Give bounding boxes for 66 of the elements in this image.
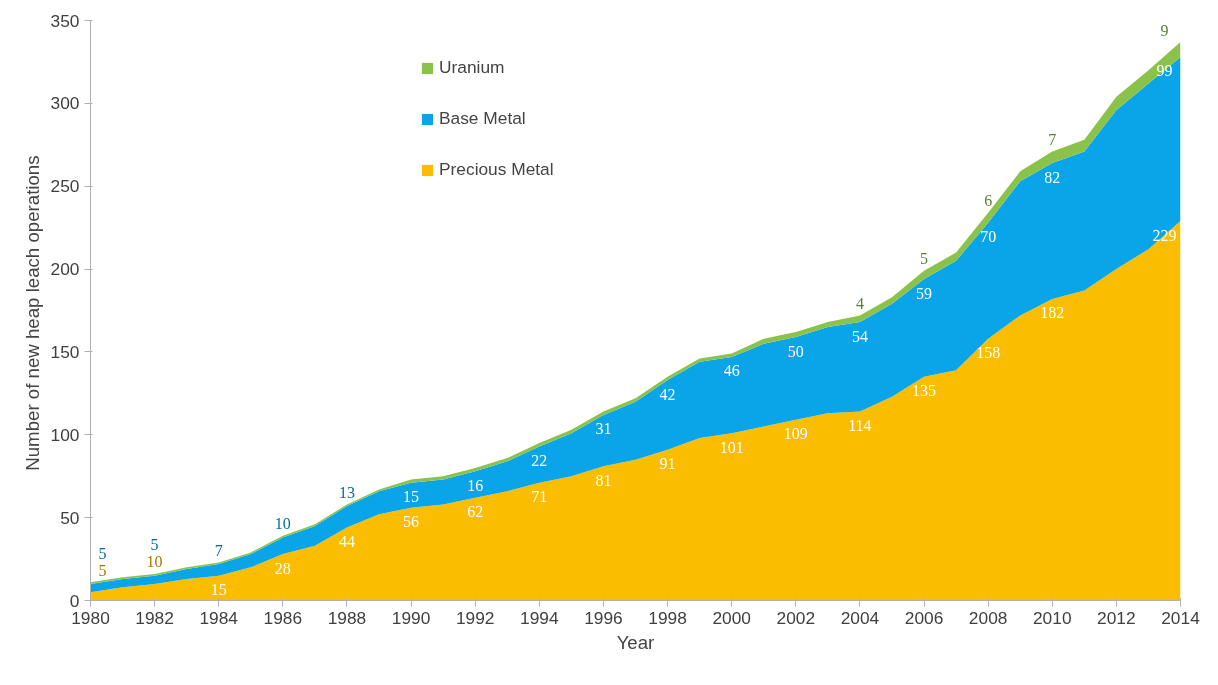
data-label: 82 — [1044, 168, 1061, 186]
data-label: 13 — [338, 483, 355, 501]
data-label: 5 — [150, 536, 159, 554]
x-tick-label: 2000 — [712, 607, 751, 628]
data-label: 50 — [787, 342, 804, 360]
data-label: 15 — [403, 488, 420, 506]
x-tick-label: 2006 — [904, 607, 944, 628]
y-tick-label: 250 — [50, 176, 80, 197]
data-label: 15 — [210, 581, 227, 599]
x-tick-label: 2002 — [776, 607, 816, 628]
x-tick-label: 1994 — [520, 607, 559, 628]
data-label: 70 — [980, 228, 997, 246]
data-label: 10 — [146, 553, 163, 571]
data-label: 81 — [595, 471, 612, 489]
y-axis-title: Number of new heap leach operations — [21, 155, 43, 471]
data-label: 182 — [1040, 304, 1065, 322]
data-label: 42 — [659, 385, 676, 403]
data-label: 114 — [848, 417, 872, 435]
data-label: 62 — [467, 503, 484, 521]
x-tick-label: 1988 — [327, 607, 367, 628]
data-label: 4 — [855, 294, 864, 312]
data-label: 44 — [338, 533, 355, 551]
x-tick-label: 2012 — [1097, 607, 1136, 628]
data-label: 7 — [1048, 130, 1057, 148]
data-label: 7 — [214, 541, 223, 559]
data-label: 71 — [531, 488, 548, 506]
legend-label: Precious Metal — [439, 159, 554, 180]
data-label: 158 — [976, 344, 1001, 362]
data-label: 31 — [595, 420, 612, 438]
data-label: 5 — [920, 250, 929, 268]
data-label: 56 — [403, 513, 420, 531]
data-label: 10 — [274, 515, 291, 533]
data-label: 5 — [98, 561, 107, 579]
data-label: 28 — [274, 559, 291, 577]
x-tick-label: 1986 — [263, 607, 303, 628]
y-tick-label: 100 — [50, 424, 80, 445]
data-label: 16 — [467, 476, 484, 494]
legend-label: Base Metal — [439, 108, 526, 129]
data-label: 59 — [916, 284, 933, 302]
y-tick-label: 300 — [50, 93, 80, 114]
data-label: 135 — [912, 382, 937, 400]
data-label: 101 — [719, 438, 744, 456]
x-tick-label: 1982 — [135, 607, 174, 628]
data-label: 46 — [723, 362, 740, 380]
legend-label: Uranium — [439, 57, 505, 78]
x-tick-label: 1984 — [199, 607, 239, 628]
x-tick-label: 1992 — [455, 607, 495, 628]
x-tick-label: 1998 — [648, 607, 687, 628]
data-label: 91 — [659, 455, 676, 473]
x-tick-label: 2008 — [968, 607, 1008, 628]
data-label: 5 — [98, 544, 107, 562]
data-label: 9 — [1160, 21, 1169, 39]
y-tick-label: 200 — [50, 259, 80, 280]
data-label: 6 — [984, 192, 993, 210]
x-tick-label: 2004 — [840, 607, 880, 628]
y-tick-label: 350 — [50, 10, 80, 31]
x-tick-label: 1996 — [584, 607, 623, 628]
data-label: 54 — [851, 327, 868, 345]
x-axis-title: Year — [616, 631, 655, 653]
y-tick-label: 150 — [50, 341, 80, 362]
x-tick-label: 1990 — [391, 607, 431, 628]
x-tick-label: 2010 — [1032, 607, 1072, 628]
data-label: 109 — [783, 425, 808, 443]
y-tick-label: 50 — [60, 507, 80, 528]
data-label: 22 — [531, 451, 548, 469]
x-tick-label: 2014 — [1161, 607, 1201, 628]
